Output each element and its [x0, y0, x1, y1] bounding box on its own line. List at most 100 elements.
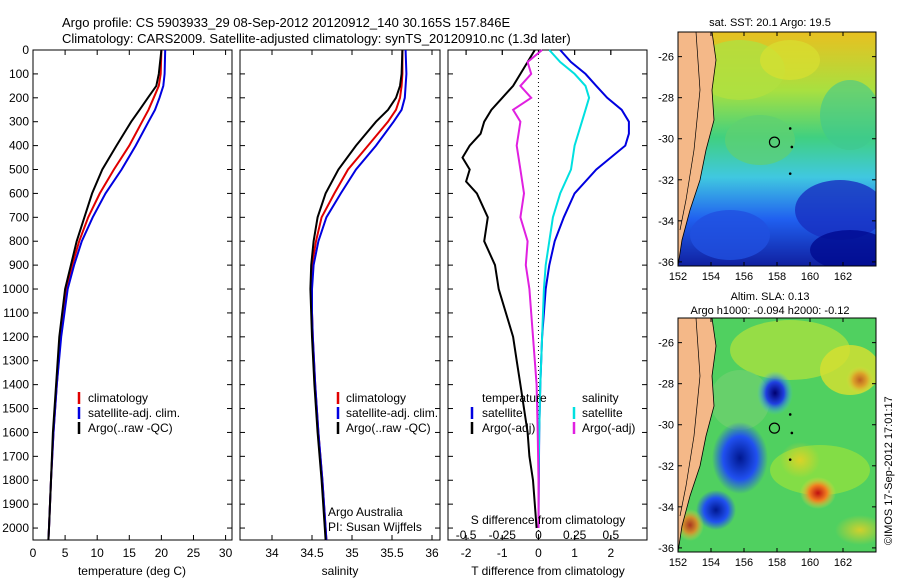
- depth-tick-label: 1100: [3, 306, 29, 320]
- lon-tick-label: 154: [702, 271, 720, 283]
- float-track-dot: [790, 431, 794, 435]
- x-tick-label: 25: [187, 546, 201, 560]
- depth-tick-label: 800: [9, 234, 29, 248]
- x-tick-label: 1: [571, 546, 578, 560]
- lat-tick-label: -26: [658, 52, 674, 64]
- depth-tick-label: 600: [9, 186, 29, 200]
- salinity-legend: climatology satellite-adj. clim. Argo(..…: [336, 391, 438, 435]
- depth-axis: 0 100 200 300 400 500 600 700 800 900 1000 1100 1200…: [2, 43, 232, 535]
- s-difference-label: S difference from climatology: [471, 513, 626, 527]
- salinity-x-axis: 34 34.5 35 35.5 36: [265, 50, 439, 560]
- depth-tick-label: 1300: [2, 354, 29, 368]
- x-tick-label: -2: [461, 546, 472, 560]
- header-line-1: Argo profile: CS 5903933_29 08-Sep-2012 …: [62, 15, 510, 30]
- depth-tick-label: 1500: [2, 402, 29, 416]
- legend-label-argo: Argo(..raw -QC): [346, 421, 431, 435]
- temperature-legend: climatology satellite-adj. clim. Argo(..…: [77, 391, 180, 435]
- legend-label-s-argo: Argo(-adj): [582, 421, 635, 435]
- lon-tick-label: 162: [834, 557, 852, 569]
- sla-coastline: [678, 318, 717, 552]
- depth-tick-label: 1600: [2, 425, 29, 439]
- float-track-dot: [788, 172, 792, 175]
- depth-tick-label: 200: [9, 91, 29, 105]
- lon-tick-label: 160: [801, 271, 819, 283]
- sla-map-title-2: Argo h1000: -0.094 h2000: -0.12: [690, 305, 849, 317]
- difference-panel: -2 -1 0 1 2 -0.5 -0.25 0 0.25 0.5 S difference fr…: [447, 49, 648, 578]
- lon-tick-label: 162: [834, 271, 852, 283]
- lat-tick-label: -36: [658, 543, 674, 555]
- x-tick-label: 0: [535, 546, 542, 560]
- sst-map-title: sat. SST: 20.1 Argo: 19.5: [709, 17, 831, 29]
- x-tick-label: 0: [535, 528, 542, 542]
- x-tick-label: 2: [607, 546, 614, 560]
- annotation-pi: PI: Susan Wijffels: [328, 520, 422, 534]
- legend-label-t-satellite: satellite: [482, 406, 523, 420]
- lon-tick-label: 158: [768, 271, 786, 283]
- lon-tick-label: 154: [702, 557, 720, 569]
- annotation-argo-australia: Argo Australia: [328, 505, 403, 519]
- depth-tick-label: 1000: [2, 282, 29, 296]
- lon-tick-label: 156: [735, 557, 753, 569]
- sla-map-axes: 152 154 156 158 160 162 -26 -28 -30 -32 -34 -36: [658, 318, 876, 569]
- salinity-xlabel: salinity: [322, 564, 359, 578]
- depth-tick-label: 1400: [2, 378, 29, 392]
- t-difference-label: T difference from climatology: [471, 564, 625, 578]
- lat-tick-label: -30: [658, 134, 674, 146]
- x-tick-label: 0: [30, 546, 37, 560]
- depth-tick-label: 1800: [2, 473, 29, 487]
- difference-legend: temperature satellite Argo(-adj) salinit…: [470, 391, 635, 435]
- sla-map-title-1: Altim. SLA: 0.13: [731, 291, 810, 303]
- x-tick-label: 20: [155, 546, 169, 560]
- lon-tick-label: 156: [735, 271, 753, 283]
- temperature-axes-box: [32, 49, 233, 541]
- float-track-dot: [788, 413, 792, 416]
- imos-timestamp: ©IMOS 17-Sep-2012 17:01:17: [883, 396, 895, 545]
- lat-tick-label: -34: [658, 216, 674, 228]
- legend-label-satellite: satellite-adj. clim.: [346, 406, 438, 420]
- x-tick-label: 34.5: [300, 546, 324, 560]
- x-tick-label: 36: [425, 546, 439, 560]
- float-track-dot: [788, 458, 792, 461]
- series-line-s-satellite: [537, 49, 591, 528]
- series-line-argo-raw-qc-: [47, 49, 163, 541]
- depth-tick-label: 1200: [2, 330, 29, 344]
- x-tick-label: 35.5: [380, 546, 404, 560]
- depth-tick-label: 300: [9, 115, 29, 129]
- lon-tick-label: 152: [669, 271, 687, 283]
- legend-label-climatology: climatology: [346, 391, 406, 405]
- difference-x-axis: -2 -1 0 1 2 -0.5 -0.25 0 0.25 0.5: [456, 50, 619, 560]
- temperature-x-axis: 0 5 10 15 20 25 30: [30, 50, 233, 560]
- sla-map: Altim. SLA: 0.13 Argo h1000: -0.094 h200…: [658, 291, 877, 569]
- series-line-t-argo-adj-: [461, 49, 538, 529]
- lon-tick-label: 152: [669, 557, 687, 569]
- lat-tick-label: -30: [658, 420, 674, 432]
- x-tick-label: 35: [345, 546, 359, 560]
- legend-label-t-argo: Argo(-adj): [482, 421, 535, 435]
- header-line-2: Climatology: CARS2009. Satellite-adjuste…: [62, 31, 571, 46]
- difference-depth-ticks: [448, 49, 647, 529]
- lat-tick-label: -32: [658, 461, 674, 473]
- difference-axes-box: [447, 49, 648, 541]
- legend-label-argo: Argo(..raw -QC): [88, 421, 173, 435]
- salinity-depth-ticks: [240, 49, 440, 529]
- series-line-argo-raw-qc-: [309, 49, 404, 541]
- lat-tick-label: -32: [658, 175, 674, 187]
- depth-tick-label: 500: [9, 163, 29, 177]
- legend-label-climatology: climatology: [88, 391, 148, 405]
- depth-tick-label: 400: [9, 139, 29, 153]
- salinity-axes-box: [239, 49, 441, 541]
- temperature-lines: [47, 49, 167, 541]
- depth-tick-label: 0: [22, 43, 29, 57]
- x-tick-label: -0.25: [489, 528, 517, 542]
- x-tick-label: 30: [219, 546, 233, 560]
- lat-tick-label: -36: [658, 257, 674, 269]
- float-track-dot: [788, 127, 792, 130]
- lon-tick-label: 158: [768, 557, 786, 569]
- depth-tick-label: 2000: [2, 521, 29, 535]
- argo-position-marker: [768, 422, 781, 434]
- legend-temperature-title: temperature: [482, 391, 547, 405]
- float-track-dot: [790, 145, 794, 149]
- depth-tick-label: 700: [9, 210, 29, 224]
- lat-tick-label: -26: [658, 338, 674, 350]
